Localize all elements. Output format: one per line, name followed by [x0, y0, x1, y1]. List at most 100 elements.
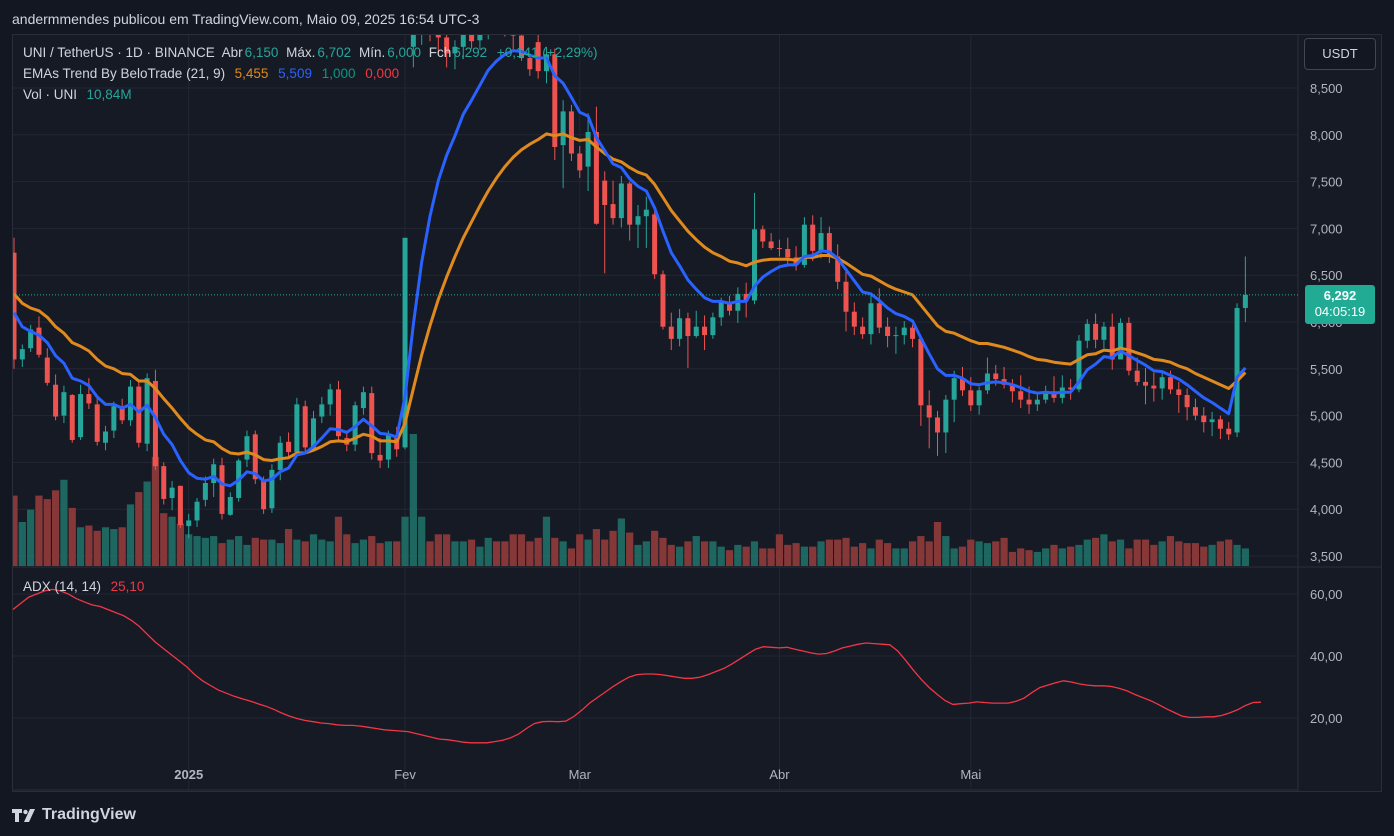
- candle-body: [269, 469, 275, 509]
- volume-bar: [734, 544, 742, 566]
- volume-bar: [52, 490, 60, 566]
- price-tick-label: 7,500: [1310, 175, 1343, 190]
- volume-bar: [151, 456, 160, 566]
- candle-body: [1076, 340, 1082, 390]
- volume-bar: [626, 532, 634, 566]
- candle-body: [818, 233, 824, 251]
- candle-body: [119, 408, 125, 421]
- volume-bar: [13, 495, 18, 566]
- candle-body: [28, 329, 34, 349]
- high-value: 6,702: [317, 45, 352, 60]
- tradingview-logo-icon[interactable]: [12, 807, 38, 823]
- price-tick-label: 8,000: [1310, 128, 1343, 143]
- volume-bar: [1225, 539, 1233, 566]
- volume-bar: [451, 541, 459, 566]
- volume-bar: [276, 543, 284, 566]
- volume-bar: [592, 529, 600, 566]
- volume-bar: [459, 541, 467, 566]
- volume-bar: [268, 539, 276, 566]
- symbol-legend[interactable]: UNI / TetherUS · 1D · BINANCE Abr 6,150 M…: [23, 45, 601, 60]
- volume-bar: [218, 543, 226, 566]
- volume-bar: [509, 534, 517, 566]
- volume-bar: [1166, 536, 1175, 566]
- volume-legend[interactable]: Vol · UNI 10,84M: [23, 87, 136, 102]
- candle-body: [261, 480, 267, 510]
- candle-body: [976, 390, 982, 406]
- ema-label[interactable]: EMAs Trend By BeloTrade (21, 9): [23, 66, 226, 81]
- brand-name[interactable]: TradingView: [42, 806, 136, 823]
- volume-bar: [60, 479, 68, 566]
- symbol-title[interactable]: UNI / TetherUS · 1D · BINANCE: [23, 45, 215, 60]
- candle-body: [152, 380, 158, 467]
- volume-bar: [309, 534, 318, 566]
- candle-body: [751, 229, 757, 301]
- candle-body: [1109, 326, 1115, 360]
- candle-body: [1192, 407, 1198, 416]
- candle-body: [1026, 399, 1032, 405]
- candle-body: [577, 153, 583, 171]
- time-tick-label: Mar: [569, 767, 592, 782]
- candle-body: [926, 405, 932, 418]
- volume-bar: [301, 541, 309, 566]
- ema-21-line: [13, 132, 1247, 462]
- volume-bar: [1008, 551, 1016, 566]
- price-pane[interactable]: [10, 0, 1249, 566]
- candle-body: [519, 35, 525, 59]
- candle-body: [460, 35, 466, 47]
- candle-body: [1234, 307, 1240, 433]
- candle-body: [302, 406, 308, 448]
- adx-label[interactable]: ADX (14, 14): [23, 579, 102, 594]
- price-tick-label: 5,500: [1310, 362, 1343, 377]
- ema-legend[interactable]: EMAs Trend By BeloTrade (21, 9) 5,455 5,…: [23, 66, 403, 81]
- low-label: Mín.: [358, 45, 386, 60]
- volume-label[interactable]: Vol · UNI: [23, 87, 78, 102]
- volume-bar: [359, 539, 368, 566]
- volume-bar: [1075, 544, 1083, 566]
- adx-legend[interactable]: ADX (14, 14) 25,10: [23, 579, 148, 594]
- candle-body: [444, 37, 450, 54]
- volume-bar: [983, 543, 992, 566]
- publisher-line: andermmendes publicou em TradingView.com…: [12, 11, 480, 27]
- volume-bar: [867, 548, 875, 566]
- candle-body: [901, 327, 907, 336]
- candle-body: [993, 373, 999, 380]
- ema-value-slow: 5,455: [234, 66, 269, 81]
- volume-bar: [709, 541, 717, 566]
- volume-bar: [476, 546, 484, 566]
- candle-body: [1009, 384, 1015, 392]
- currency-button[interactable]: USDT: [1304, 38, 1376, 70]
- price-tick-label: 3,500: [1310, 549, 1343, 564]
- volume-bar: [900, 548, 908, 566]
- volume-bar: [1067, 546, 1075, 566]
- volume-bar: [559, 541, 567, 566]
- candle-body: [968, 390, 974, 406]
- volume-bar: [933, 522, 942, 566]
- volume-bar: [576, 534, 584, 566]
- chart-frame[interactable]: [12, 34, 1382, 792]
- price-tick-label: 6,500: [1310, 268, 1343, 283]
- volume-bar: [759, 548, 767, 566]
- volume-bar: [517, 534, 526, 566]
- ema-value-3: 1,000: [321, 66, 356, 81]
- candle-body: [768, 241, 774, 249]
- volume-bar: [800, 546, 808, 566]
- candle-body: [13, 252, 17, 360]
- candle-body: [435, 35, 441, 38]
- volume-bar: [567, 548, 576, 566]
- open-label: Abr: [221, 45, 243, 60]
- candle-body: [643, 209, 649, 217]
- candle-body: [693, 326, 699, 337]
- candle-body: [311, 418, 317, 449]
- candle-body: [702, 326, 708, 336]
- candle-body: [486, 9, 491, 28]
- candle-body: [760, 229, 766, 242]
- volume-bar: [1025, 550, 1033, 566]
- candle-body: [69, 395, 75, 440]
- candle-body: [244, 436, 250, 460]
- volume-bar: [468, 539, 476, 566]
- candle-body: [951, 378, 957, 400]
- volume-bar: [384, 541, 392, 566]
- volume-bar: [1017, 548, 1025, 566]
- volume-bar: [975, 541, 983, 566]
